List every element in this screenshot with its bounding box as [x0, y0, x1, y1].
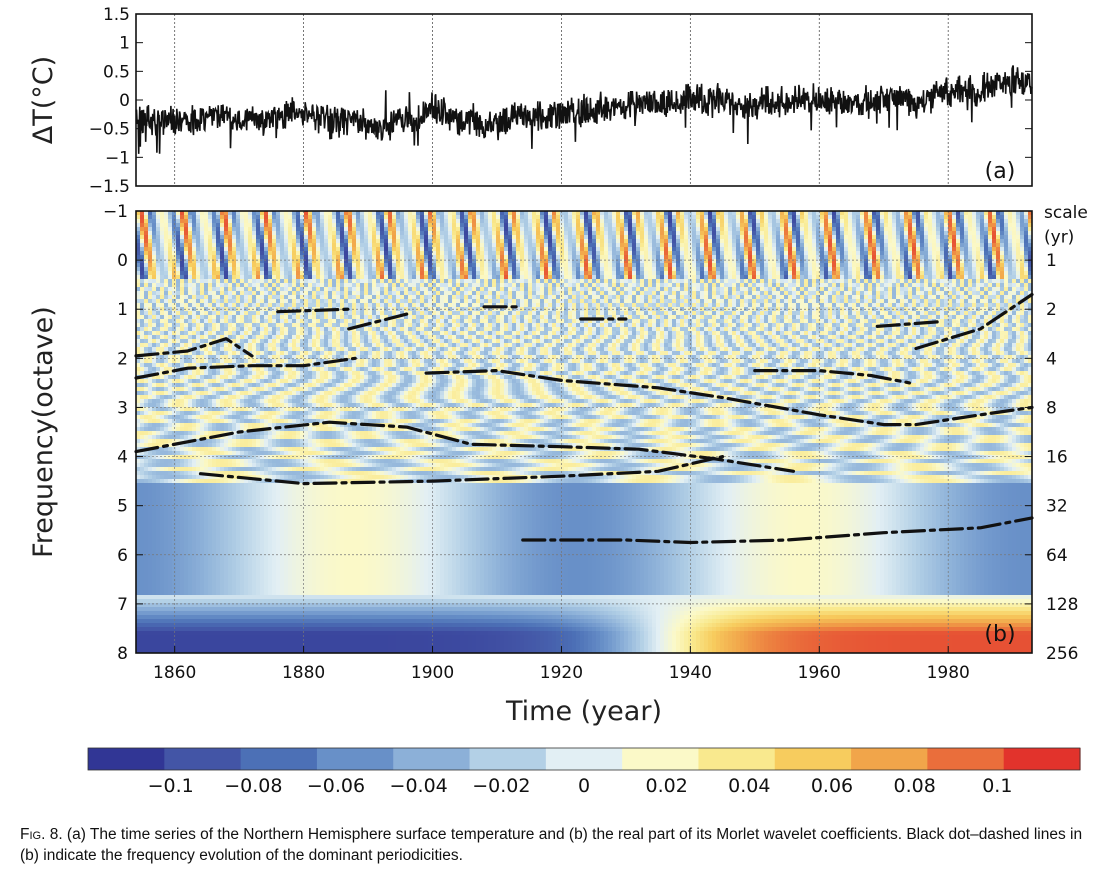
right-tick-label: 32 [1046, 497, 1068, 517]
colorbar-swatch [393, 748, 470, 770]
caption-text: (a) The time series of the Northern Hemi… [20, 826, 1082, 864]
right-tick-label: 128 [1046, 595, 1078, 615]
xtick-label-b: 1920 [540, 663, 583, 683]
temperature-series-line [136, 66, 1032, 154]
ytick-label-b: 3 [117, 398, 128, 418]
right-tick-label: 4 [1046, 349, 1057, 369]
figure-caption: Fig. 8. (a) The time series of the North… [20, 824, 1090, 866]
ytick-label-a: −0.5 [89, 120, 130, 140]
ytick-label-a: −1 [105, 148, 130, 168]
ytick-label-a: 1 [119, 34, 130, 54]
panel-b-label: (b) [984, 622, 1015, 647]
right-tick-label: 8 [1046, 398, 1057, 418]
colorbar-swatch [775, 748, 852, 770]
caption-fig-label: Fig. 8. [20, 826, 63, 843]
colorbar-tick-label: −0.02 [472, 775, 530, 797]
ytick-label-b: 6 [117, 546, 128, 566]
colorbar: −0.1 −0.08 −0.06 −0.04 −0.02 0 0.02 0.04 0.06 0.0… [88, 748, 1081, 797]
colorbar-tick-label: −0.08 [224, 775, 282, 797]
xtick-label-b: 1960 [798, 663, 841, 683]
xtick-label-b: 1860 [153, 663, 196, 683]
xtick-label-b: 1980 [927, 663, 970, 683]
right-axis-title: scale [1044, 203, 1088, 223]
y-axis-label-b: Frequency(octave) [28, 306, 59, 558]
panel-a-label: (a) [985, 159, 1016, 184]
ytick-label-b: 2 [117, 349, 128, 369]
colorbar-swatch [698, 748, 775, 770]
ytick-label-b: 1 [117, 300, 128, 320]
right-tick-label: 1 [1046, 251, 1057, 271]
panel-b-wavelet: −1 0 1 2 3 4 5 6 7 8 1 2 4 8 16 32 64 128 256 scale (yr) 1860… [28, 202, 1088, 727]
ytick-label-b: 8 [117, 644, 128, 664]
colorbar-tick-label: 0.1 [982, 775, 1012, 797]
ytick-label-a: 0.5 [103, 62, 130, 82]
colorbar-swatch [470, 748, 547, 770]
colorbar-swatch [546, 748, 623, 770]
colorbar-swatch [851, 748, 928, 770]
ytick-label-b: 0 [117, 251, 128, 271]
colorbar-swatch [164, 748, 241, 770]
xtick-label-b: 1940 [669, 663, 712, 683]
ytick-label-b: 7 [117, 595, 128, 615]
colorbar-tick-label: −0.06 [307, 775, 365, 797]
x-axis-label: Time (year) [505, 696, 662, 727]
right-tick-label: 256 [1046, 644, 1078, 664]
ytick-label-a: 0 [119, 91, 130, 111]
colorbar-tick-label: 0 [578, 775, 590, 797]
colorbar-tick-label: 0.04 [728, 775, 770, 797]
colorbar-swatch [927, 748, 1004, 770]
panel-a-timeseries: 1.5 1 0.5 0 −0.5 −1 −1.5 (a) ΔT(°C) [28, 5, 1032, 197]
colorbar-swatch [1004, 748, 1081, 770]
ytick-label-a: −1.5 [89, 177, 130, 197]
right-tick-label: 2 [1046, 300, 1057, 320]
colorbar-tick-label: 0.08 [894, 775, 936, 797]
colorbar-tick-label: −0.1 [148, 775, 194, 797]
colorbar-swatch [622, 748, 699, 770]
wavelet-heatmap [136, 211, 1033, 656]
right-axis-title-unit: (yr) [1044, 228, 1074, 248]
colorbar-tick-label: −0.04 [390, 775, 448, 797]
colorbar-swatch [88, 748, 165, 770]
figure: 1.5 1 0.5 0 −0.5 −1 −1.5 (a) ΔT(°C) −1 0 1 2 3 4 5 6 7 8 1… [0, 0, 1099, 820]
ytick-label-b: 4 [117, 448, 128, 468]
colorbar-tick-label: 0.06 [811, 775, 853, 797]
colorbar-swatch [317, 748, 394, 770]
ytick-label-b: 5 [117, 497, 128, 517]
ytick-label-a: 1.5 [103, 5, 130, 25]
colorbar-tick-label: 0.02 [646, 775, 688, 797]
right-tick-label: 64 [1046, 546, 1068, 566]
colorbar-swatch [241, 748, 318, 770]
ytick-label-b: −1 [103, 202, 128, 222]
xtick-label-b: 1900 [411, 663, 454, 683]
xtick-label-b: 1880 [282, 663, 325, 683]
right-tick-label: 16 [1046, 448, 1068, 468]
y-axis-label-a: ΔT(°C) [28, 56, 59, 144]
